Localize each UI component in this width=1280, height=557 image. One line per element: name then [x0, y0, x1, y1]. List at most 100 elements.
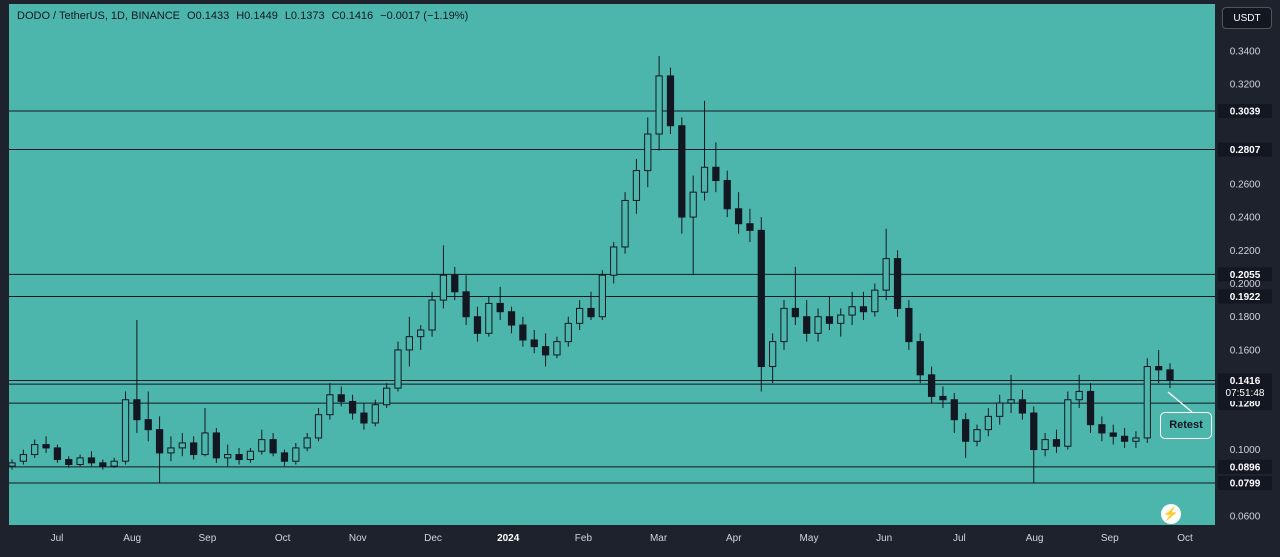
candle[interactable]: [496, 286, 504, 321]
candle[interactable]: [576, 300, 584, 330]
candle[interactable]: [700, 100, 709, 201]
candle[interactable]: [292, 442, 300, 465]
candle[interactable]: [451, 266, 459, 301]
candle[interactable]: [1132, 431, 1140, 448]
candle[interactable]: [314, 408, 323, 442]
candle[interactable]: [893, 250, 902, 317]
candle[interactable]: [360, 403, 368, 430]
candle[interactable]: [1064, 391, 1072, 450]
candle[interactable]: [939, 386, 947, 409]
candle[interactable]: [803, 300, 811, 342]
candle[interactable]: [167, 436, 175, 462]
candle[interactable]: [769, 333, 777, 384]
candle[interactable]: [303, 432, 311, 452]
candle[interactable]: [916, 333, 924, 384]
candle[interactable]: [882, 228, 890, 301]
candle[interactable]: [825, 296, 834, 330]
candle[interactable]: [1086, 383, 1095, 433]
candle[interactable]: [564, 316, 572, 347]
candle[interactable]: [1007, 374, 1015, 414]
candle[interactable]: [144, 391, 152, 442]
candle[interactable]: [848, 291, 856, 326]
candle[interactable]: [1109, 424, 1117, 445]
candle[interactable]: [212, 427, 220, 463]
candle[interactable]: [201, 408, 209, 457]
candle[interactable]: [110, 457, 118, 468]
candle[interactable]: [723, 170, 731, 218]
candle[interactable]: [655, 55, 663, 151]
candle[interactable]: [621, 192, 629, 254]
candle[interactable]: [780, 300, 788, 350]
candle[interactable]: [712, 142, 720, 193]
candle[interactable]: [417, 325, 425, 350]
candle[interactable]: [269, 432, 277, 457]
candle[interactable]: [507, 306, 516, 334]
candle[interactable]: [155, 416, 164, 483]
candle[interactable]: [530, 330, 538, 354]
candle[interactable]: [791, 266, 799, 326]
candle[interactable]: [1018, 389, 1027, 420]
candle[interactable]: [235, 447, 243, 465]
candle[interactable]: [87, 451, 96, 467]
candle[interactable]: [31, 439, 39, 458]
candle[interactable]: [326, 383, 334, 420]
candle[interactable]: [394, 341, 402, 392]
candle[interactable]: [553, 336, 561, 359]
candle[interactable]: [485, 296, 493, 337]
candle[interactable]: [121, 391, 130, 465]
candle[interactable]: [871, 283, 879, 317]
candle[interactable]: [371, 399, 379, 427]
candle[interactable]: [439, 245, 448, 309]
candle[interactable]: [258, 429, 266, 455]
candle[interactable]: [689, 175, 697, 276]
candle[interactable]: [927, 366, 936, 404]
candle[interactable]: [53, 444, 62, 463]
candle[interactable]: [280, 449, 289, 467]
candle[interactable]: [973, 424, 981, 447]
candle[interactable]: [746, 208, 754, 242]
candle[interactable]: [19, 449, 27, 465]
candle[interactable]: [587, 291, 595, 321]
candle[interactable]: [996, 394, 1004, 425]
candle[interactable]: [65, 456, 73, 468]
candle[interactable]: [632, 158, 641, 214]
retest-label[interactable]: Retest: [1160, 412, 1212, 439]
candle[interactable]: [178, 432, 186, 457]
candle[interactable]: [1166, 363, 1174, 389]
candle[interactable]: [76, 454, 84, 467]
candle[interactable]: [678, 117, 686, 234]
candle[interactable]: [757, 217, 765, 392]
candle[interactable]: [1120, 427, 1129, 448]
candle[interactable]: [1098, 416, 1106, 442]
candle[interactable]: [1041, 432, 1049, 457]
candle[interactable]: [598, 270, 606, 321]
currency-button[interactable]: USDT: [1222, 7, 1272, 29]
candle[interactable]: [348, 394, 357, 420]
candle[interactable]: [1155, 349, 1163, 384]
candle[interactable]: [246, 447, 255, 463]
candle[interactable]: [905, 300, 913, 350]
candle[interactable]: [644, 117, 652, 188]
candle[interactable]: [1143, 358, 1151, 443]
candle[interactable]: [405, 316, 413, 367]
candle[interactable]: [610, 241, 618, 284]
candle[interactable]: [428, 291, 436, 337]
candle[interactable]: [734, 192, 743, 234]
candle[interactable]: [1052, 429, 1061, 453]
candle[interactable]: [99, 459, 107, 470]
candle[interactable]: [984, 408, 992, 437]
candle[interactable]: [190, 436, 198, 460]
candle[interactable]: [541, 333, 550, 367]
candle[interactable]: [1030, 406, 1038, 483]
candle[interactable]: [837, 308, 845, 337]
candle[interactable]: [224, 444, 232, 467]
candle[interactable]: [950, 393, 958, 433]
candle[interactable]: [519, 316, 527, 347]
candle[interactable]: [337, 386, 345, 407]
candle[interactable]: [962, 413, 970, 458]
candle[interactable]: [473, 306, 482, 342]
candle[interactable]: [8, 459, 16, 470]
candle[interactable]: [1075, 374, 1083, 409]
candle[interactable]: [462, 275, 470, 326]
